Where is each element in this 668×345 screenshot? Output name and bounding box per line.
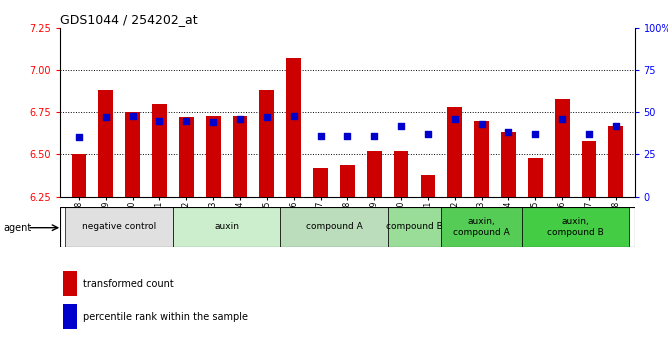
Bar bbox=[554, 99, 570, 197]
Point bbox=[100, 115, 111, 120]
Bar bbox=[63, 304, 77, 329]
Bar bbox=[421, 175, 436, 197]
Text: auxin: auxin bbox=[214, 222, 239, 231]
Point bbox=[154, 118, 165, 123]
Bar bbox=[442, 207, 522, 247]
Point bbox=[73, 135, 84, 140]
Text: auxin,
compound B: auxin, compound B bbox=[547, 217, 604, 237]
Point bbox=[503, 130, 514, 135]
Point bbox=[556, 116, 567, 122]
Point bbox=[395, 123, 406, 128]
Text: transformed count: transformed count bbox=[83, 279, 174, 288]
Point bbox=[476, 121, 487, 127]
Text: negative control: negative control bbox=[82, 222, 156, 231]
Bar bbox=[313, 168, 328, 197]
Bar bbox=[393, 151, 408, 197]
Bar bbox=[63, 271, 77, 296]
Point bbox=[584, 131, 595, 137]
Point bbox=[208, 119, 218, 125]
Text: agent: agent bbox=[3, 224, 31, 233]
Bar bbox=[65, 207, 173, 247]
Bar bbox=[522, 207, 629, 247]
Bar bbox=[501, 132, 516, 197]
Bar bbox=[125, 112, 140, 197]
Point bbox=[342, 133, 353, 139]
Text: compound A: compound A bbox=[305, 222, 362, 231]
Point bbox=[181, 118, 192, 123]
Bar bbox=[474, 120, 489, 197]
Text: percentile rank within the sample: percentile rank within the sample bbox=[83, 312, 248, 322]
Bar bbox=[287, 58, 301, 197]
Bar bbox=[281, 207, 387, 247]
Bar bbox=[387, 207, 442, 247]
Point bbox=[289, 113, 299, 118]
Bar bbox=[528, 158, 542, 197]
Point bbox=[530, 131, 540, 137]
Bar bbox=[179, 117, 194, 197]
Bar bbox=[71, 155, 86, 197]
Bar bbox=[232, 116, 247, 197]
Text: GDS1044 / 254202_at: GDS1044 / 254202_at bbox=[60, 13, 198, 27]
Point bbox=[369, 133, 379, 139]
Text: compound B: compound B bbox=[386, 222, 443, 231]
Point bbox=[234, 116, 245, 122]
Bar bbox=[340, 165, 355, 197]
Point bbox=[423, 131, 434, 137]
Point bbox=[611, 123, 621, 128]
Text: auxin,
compound A: auxin, compound A bbox=[453, 217, 510, 237]
Bar bbox=[173, 207, 281, 247]
Bar bbox=[367, 151, 381, 197]
Bar bbox=[152, 104, 167, 197]
Bar bbox=[609, 126, 623, 197]
Bar bbox=[582, 141, 597, 197]
Point bbox=[128, 113, 138, 118]
Bar bbox=[448, 107, 462, 197]
Point bbox=[315, 133, 326, 139]
Point bbox=[261, 115, 272, 120]
Bar bbox=[206, 116, 220, 197]
Point bbox=[450, 116, 460, 122]
Bar bbox=[259, 90, 274, 197]
Bar bbox=[98, 90, 113, 197]
